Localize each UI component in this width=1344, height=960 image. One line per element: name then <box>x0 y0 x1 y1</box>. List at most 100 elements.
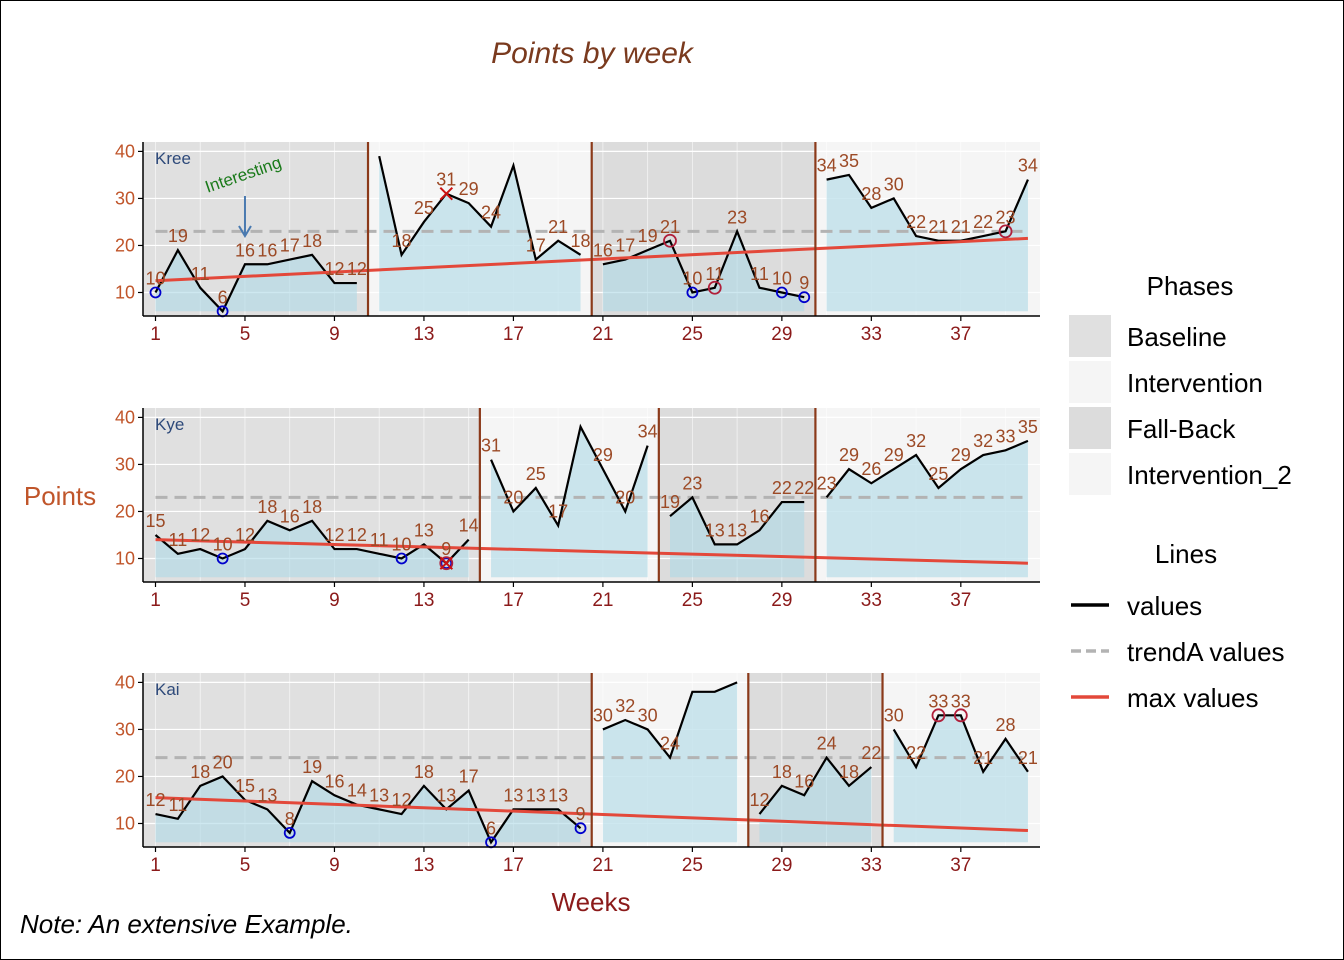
y-tick-label: 10 <box>115 813 135 833</box>
data-label: 18 <box>257 497 277 517</box>
data-label: 15 <box>145 511 165 531</box>
data-label: 25 <box>526 464 546 484</box>
data-label: 34 <box>638 422 658 442</box>
x-tick-label: 25 <box>682 590 703 611</box>
min-marker <box>798 291 811 304</box>
legend-phase-label: Fall-Back <box>1127 414 1236 444</box>
values-line-intervention <box>602 681 738 760</box>
data-label: 19 <box>660 492 680 512</box>
legend-line-label: trendA values <box>1127 637 1285 667</box>
data-label: 35 <box>1018 417 1038 437</box>
data-label: 18 <box>772 762 792 782</box>
data-label: 11 <box>750 264 769 284</box>
data-label: 22 <box>906 212 926 232</box>
data-label: 12 <box>347 259 367 279</box>
data-label: 16 <box>794 771 814 791</box>
x-tick-label: 33 <box>861 324 882 345</box>
x-tick-label: 33 <box>861 590 882 611</box>
data-label: 33 <box>951 691 971 711</box>
data-label: 28 <box>861 184 881 204</box>
data-label: 22 <box>906 743 926 763</box>
data-label: 15 <box>235 776 255 796</box>
data-label: 12 <box>347 525 367 545</box>
data-label: 16 <box>257 240 277 260</box>
data-label: 22 <box>973 212 993 232</box>
legend-phase-label: Baseline <box>1127 322 1227 352</box>
x-tick-label: 17 <box>503 324 524 345</box>
chart-title: Points by week <box>491 37 695 70</box>
x-tick-label: 5 <box>240 855 251 876</box>
data-label: 13 <box>369 785 389 805</box>
data-label: 33 <box>996 426 1016 446</box>
data-label: 12 <box>235 525 255 545</box>
min-marker <box>395 552 408 565</box>
data-label: 29 <box>459 179 479 199</box>
data-label: 23 <box>682 473 702 493</box>
data-label: 16 <box>324 771 344 791</box>
data-label: 17 <box>548 502 568 522</box>
case-label: Kye <box>155 415 184 434</box>
data-label: 21 <box>928 217 948 237</box>
area-fall-back <box>602 231 805 312</box>
data-label: 22 <box>861 743 881 763</box>
x-tick-label: 29 <box>771 590 792 611</box>
values-line-intervention <box>490 423 649 529</box>
min-marker <box>283 826 296 839</box>
data-label: 31 <box>436 170 456 190</box>
area-intervention <box>602 682 738 843</box>
data-label: 16 <box>749 506 769 526</box>
data-label: 25 <box>928 464 948 484</box>
data-label: 13 <box>414 520 434 540</box>
x-tick-label: 1 <box>150 324 161 345</box>
data-label: 33 <box>928 691 948 711</box>
data-label: 13 <box>727 520 747 540</box>
legend-phase-swatch <box>1069 453 1111 495</box>
data-label: 17 <box>459 767 479 787</box>
min-marker <box>775 286 788 299</box>
data-label: 24 <box>481 203 501 223</box>
data-label: 28 <box>996 715 1016 735</box>
values-line-fall-back <box>669 495 805 546</box>
data-label: 18 <box>302 231 322 251</box>
data-label: 14 <box>459 516 479 536</box>
data-label: 20 <box>503 487 523 507</box>
data-label: 6 <box>218 287 228 307</box>
data-label: 11 <box>169 530 188 550</box>
data-label: 30 <box>884 174 904 194</box>
x-tick-label: 21 <box>592 590 613 611</box>
min-marker <box>216 552 229 565</box>
data-label: 12 <box>749 790 769 810</box>
area-baseline <box>155 250 357 312</box>
data-label: 24 <box>817 734 837 754</box>
values-line-fall-back <box>758 755 873 815</box>
cross-marker <box>439 187 454 201</box>
data-label: 8 <box>285 809 295 829</box>
values-line-intervention_2 <box>825 439 1029 499</box>
data-label: 11 <box>370 530 389 550</box>
x-tick-label: 13 <box>413 855 434 876</box>
case-label: Kree <box>155 149 191 168</box>
data-label: 11 <box>705 264 724 284</box>
data-label: 30 <box>884 705 904 725</box>
data-label: 21 <box>973 748 993 768</box>
data-label: 13 <box>503 785 523 805</box>
x-tick-label: 37 <box>950 855 971 876</box>
data-label: 23 <box>817 473 837 493</box>
area-intervention_2 <box>893 715 1028 843</box>
data-label: 10 <box>772 268 792 288</box>
data-label: 12 <box>324 259 344 279</box>
x-tick-label: 1 <box>150 855 161 876</box>
values-line-baseline <box>154 519 470 565</box>
data-label: 12 <box>324 525 344 545</box>
y-tick-label: 10 <box>115 548 135 568</box>
data-label: 12 <box>190 525 210 545</box>
min-marker <box>574 822 587 835</box>
x-tick-label: 17 <box>503 855 524 876</box>
x-tick-label: 21 <box>592 855 613 876</box>
data-label: 35 <box>839 151 859 171</box>
values-line-fall-back <box>602 228 805 299</box>
data-label: 22 <box>794 478 814 498</box>
data-label: 22 <box>772 478 792 498</box>
